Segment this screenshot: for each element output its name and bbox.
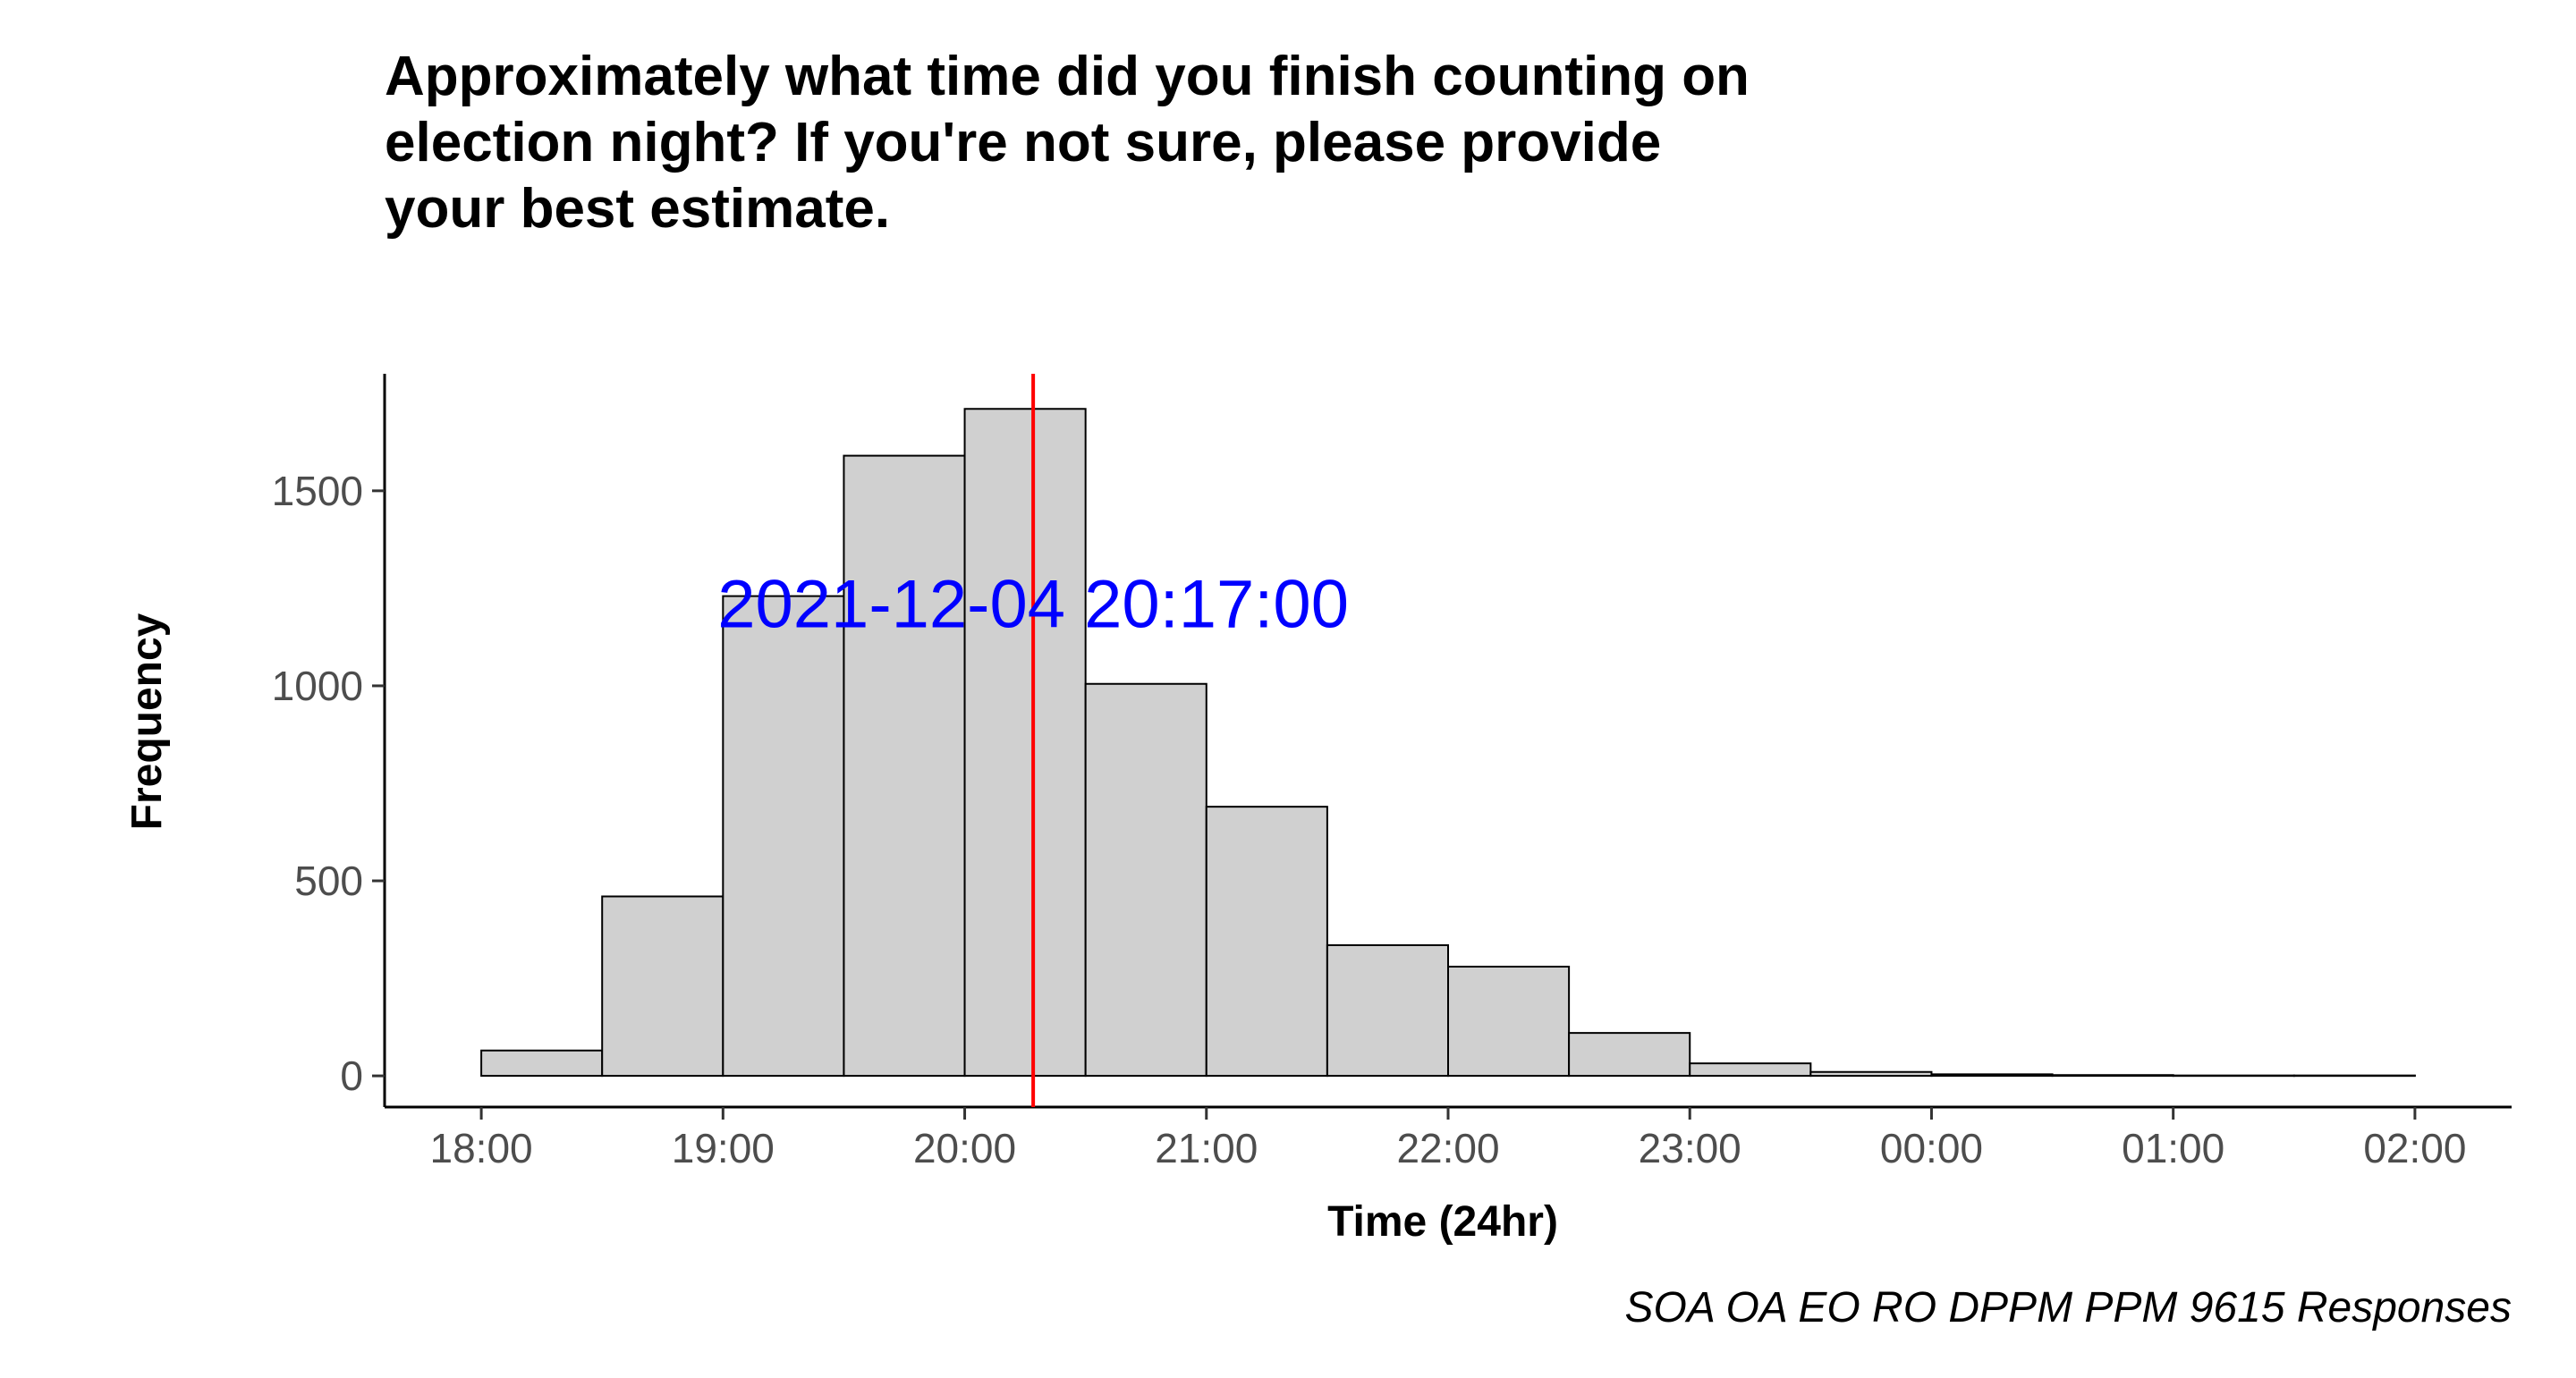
bars-layer <box>480 408 2416 1078</box>
y-tick-label: 500 <box>294 858 363 904</box>
histogram-bar <box>1326 943 1449 1078</box>
histogram-bar <box>2292 1074 2416 1078</box>
histogram-bar <box>1689 1062 1812 1078</box>
x-tick-label: 19:00 <box>672 1125 775 1171</box>
x-axis-title: Time (24hr) <box>1327 1198 1558 1246</box>
histogram-bar <box>843 454 966 1078</box>
chart-title-line-3: your best estimate. <box>385 178 890 240</box>
histogram-bar <box>1205 806 1328 1078</box>
chart-title-line-1: Approximately what time did you finish c… <box>385 46 1750 107</box>
histogram-bar <box>1447 965 1571 1078</box>
histogram-bar <box>480 1049 604 1078</box>
histogram-bar <box>1568 1032 1691 1078</box>
y-tick-label: 1500 <box>272 468 363 514</box>
histogram-bar <box>963 408 1087 1078</box>
mean-time-annotation: 2021-12-04 20:17:00 <box>717 566 1349 642</box>
histogram-bar <box>1809 1070 1933 1078</box>
x-tick-label: 18:00 <box>430 1125 533 1171</box>
histogram-bar <box>1084 682 1208 1078</box>
histogram-bar <box>601 895 724 1078</box>
axes-layer: 0 500 1000 1500 18:00 19:00 20:00 21:00 22:00 23:… <box>272 374 2512 1171</box>
chart-title-line-2: election night? If you're not sure, plea… <box>385 112 1661 173</box>
chart-caption: SOA OA EO RO DPPM PPM 9615 Responses <box>1625 1284 2512 1332</box>
y-tick-label: 0 <box>340 1053 363 1099</box>
histogram-bar <box>2172 1074 2295 1078</box>
x-tick-label: 21:00 <box>1155 1125 1258 1171</box>
x-tick-label: 23:00 <box>1639 1125 1741 1171</box>
x-tick-label: 22:00 <box>1396 1125 1499 1171</box>
annotation-layer: 2021-12-04 20:17:00 <box>717 566 1349 642</box>
histogram-bar <box>722 595 845 1078</box>
x-tick-label: 01:00 <box>2122 1125 2224 1171</box>
x-tick-label: 02:00 <box>2363 1125 2466 1171</box>
x-tick-label: 20:00 <box>913 1125 1016 1171</box>
y-tick-label: 1000 <box>272 663 363 709</box>
histogram-bar <box>2051 1074 2174 1078</box>
histogram-bar <box>1930 1073 2054 1078</box>
y-axis-title: Frequency <box>123 613 171 830</box>
x-tick-label: 00:00 <box>1880 1125 1983 1171</box>
